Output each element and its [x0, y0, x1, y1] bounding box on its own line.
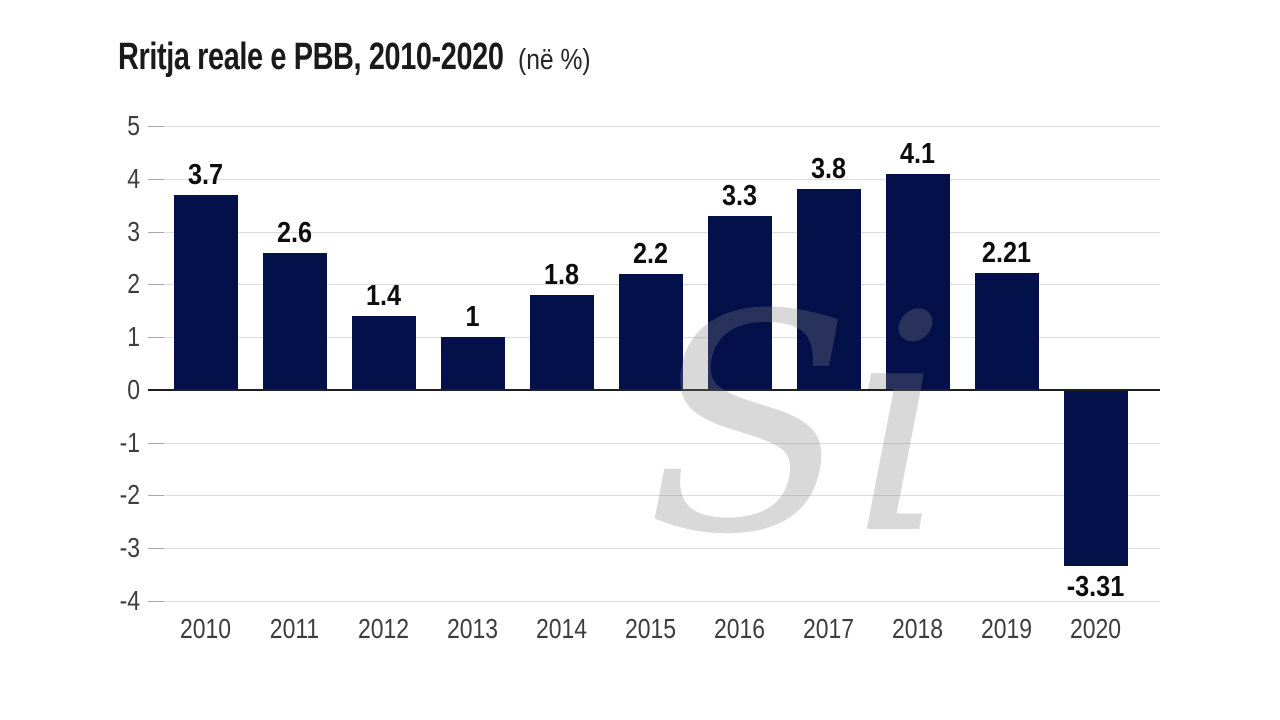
bar-value-label: 1: [465, 301, 480, 334]
y-axis-label: -1: [119, 426, 140, 458]
bar-value-label: 2.21: [981, 237, 1032, 270]
bar: [351, 316, 416, 390]
y-axis-tick: [148, 442, 164, 444]
gridline: [148, 548, 1160, 550]
y-axis-label: 3: [127, 215, 140, 247]
bar-value-label: 1.8: [543, 258, 580, 291]
bar-value-label: 2.6: [276, 216, 313, 249]
bar: [974, 273, 1039, 390]
bar-value-label: 4.1: [899, 137, 936, 170]
x-axis-label: 2016: [713, 613, 766, 644]
chart-title-main: Rritja reale e PBB, 2010-2020: [118, 36, 504, 78]
gridline: [148, 442, 1160, 444]
bar: [796, 189, 861, 390]
bar-value-label: -3.31: [1066, 570, 1125, 603]
bar: [262, 252, 327, 390]
bar-value-label: 1.4: [365, 280, 402, 312]
bar: [440, 337, 505, 390]
y-axis-label: -2: [119, 479, 140, 511]
y-axis-label: 0: [127, 373, 140, 405]
x-axis-label: 2019: [980, 613, 1033, 644]
bar: [885, 173, 950, 390]
x-axis-label: 2018: [891, 613, 944, 644]
gridline: [148, 231, 1160, 233]
y-axis-tick: [148, 284, 164, 286]
bar-value-label: 3.3: [721, 179, 758, 212]
bar: [529, 294, 594, 390]
y-axis-label: 1: [127, 321, 140, 353]
bar: [1063, 390, 1128, 566]
gridline: [148, 495, 1160, 497]
chart-title-suffix: (në %): [518, 44, 591, 76]
y-axis-label: 4: [127, 162, 140, 194]
y-axis-tick: [148, 337, 164, 339]
y-axis-tick: [148, 231, 164, 233]
bar-value-label: 3.7: [187, 158, 224, 191]
x-axis-zero-line: [148, 388, 1160, 391]
bars-area: 3.7 2010 2.6 2011 1.4 2012 1 2013 1.8 2014 2.2 2015…: [161, 126, 1140, 643]
y-axis-tick: [148, 548, 164, 550]
bar-value-label: 2.2: [632, 237, 669, 270]
gridline: [148, 178, 1160, 180]
y-axis-tick: [148, 178, 164, 180]
y-axis-tick: [148, 601, 164, 602]
chart-title: Rritja reale e PBB, 2010-2020 (në %): [118, 38, 625, 76]
x-axis-label: 2014: [535, 613, 588, 644]
x-axis-label: 2013: [446, 613, 499, 644]
x-axis-label: 2017: [802, 613, 855, 644]
gridline: [148, 126, 1160, 127]
x-axis-label: 2011: [269, 613, 320, 644]
y-axis-label: 2: [127, 268, 140, 300]
y-axis-label: -4: [119, 585, 140, 616]
y-axis-tick: [148, 495, 164, 497]
x-axis-label: 2012: [357, 613, 410, 644]
plot-area: 3.7 2010 2.6 2011 1.4 2012 1 2013 1.8 2014 2.2 2015…: [148, 126, 1160, 643]
bar: [173, 194, 238, 390]
y-axis-label: 5: [127, 110, 140, 141]
bar: [707, 215, 772, 390]
x-axis-label: 2010: [179, 613, 232, 644]
bar: [618, 273, 683, 390]
x-axis-label: 2015: [624, 613, 677, 644]
x-axis-label: 2020: [1069, 613, 1122, 644]
y-axis-label: -3: [119, 532, 140, 564]
bar-value-label: 3.8: [810, 153, 847, 186]
gridline: [148, 601, 1160, 602]
y-axis-tick: [148, 126, 164, 127]
